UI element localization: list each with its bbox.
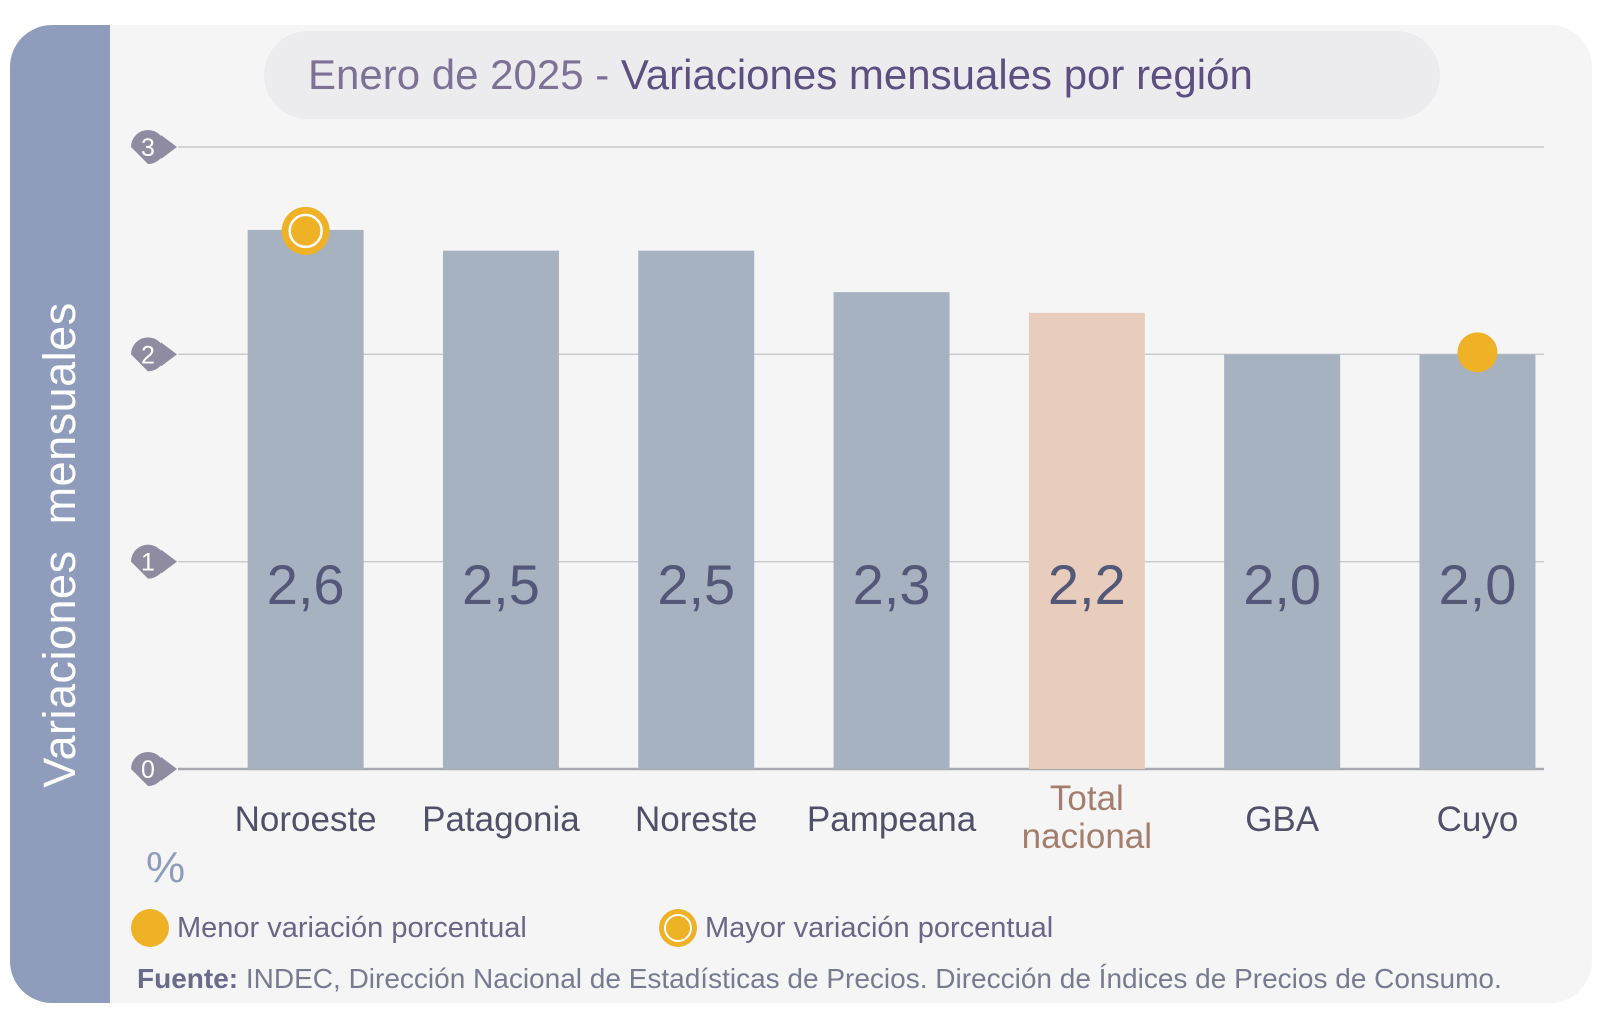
title-date: Enero de 2025 [308, 51, 584, 98]
y-tick-label: 1 [141, 549, 155, 577]
category-label: nacional [1022, 817, 1152, 856]
category-label: Cuyo [1437, 800, 1519, 839]
y-tick-label: 2 [141, 341, 155, 369]
legend-max-label: Mayor variación porcentual [705, 911, 1054, 944]
y-tick-badge-pointer [161, 135, 177, 159]
bar [638, 250, 755, 769]
bar-value-label: 2,3 [853, 553, 931, 616]
y-tick-badge [131, 752, 177, 786]
bar-value-label: 2,6 [267, 553, 345, 616]
y-tick-label: 0 [141, 756, 155, 784]
bar-value-label: 2,5 [657, 553, 735, 616]
y-tick-label: 3 [141, 134, 155, 162]
y-tick-badge [131, 544, 177, 579]
bar-value-label: 2,0 [1439, 553, 1517, 616]
y-tick-badge-pointer [161, 549, 177, 574]
max-marker-icon [659, 909, 697, 947]
bar-chart: 0 1 2 3 2,6 Noroeste 2,5 Patagonia 2,5 Noreste 2,3… [131, 130, 1544, 856]
y-tick-badge-pointer [161, 342, 177, 367]
y-axis-title-band: Variaciones mensuales [10, 25, 110, 1003]
min-marker [1457, 332, 1498, 373]
category-label: Pampeana [807, 800, 977, 839]
title-main: Variaciones mensuales por región [620, 51, 1253, 98]
min-marker-icon [131, 909, 169, 947]
bar-value-label: 2,2 [1048, 553, 1126, 616]
bar [1419, 354, 1536, 769]
chart-title: Enero de 2025 - Variaciones mensuales po… [264, 31, 1440, 119]
category-label: Patagonia [422, 800, 580, 839]
bar [1224, 354, 1341, 769]
source-note: Fuente: INDEC, Dirección Nacional de Est… [137, 963, 1502, 995]
category-label: Noroeste [235, 800, 377, 839]
bar [1028, 312, 1145, 769]
bar-value-label: 2,5 [462, 553, 540, 616]
y-tick-badge [131, 337, 177, 372]
legend-min: Menor variación porcentual [131, 909, 527, 947]
y-unit-label: % [146, 843, 186, 892]
chart-card: Variaciones mensuales Enero de 2025 - Va… [10, 25, 1592, 1003]
y-tick-badge [131, 130, 177, 164]
max-marker-ring [288, 213, 323, 249]
title-separator: - [583, 51, 621, 98]
legend-min-label: Menor variación porcentual [177, 911, 527, 944]
category-label: Noreste [635, 800, 758, 839]
bar [442, 250, 559, 769]
category-label: GBA [1245, 800, 1320, 839]
y-tick-badge-pointer [161, 757, 177, 781]
bar [247, 229, 364, 769]
bar-value-label: 2,0 [1243, 553, 1321, 616]
category-label: Total [1050, 779, 1124, 818]
source-prefix: Fuente: [137, 963, 239, 994]
source-text: INDEC, Dirección Nacional de Estadística… [238, 963, 1502, 994]
bar [833, 292, 950, 769]
legend-max: Mayor variación porcentual [659, 909, 1053, 947]
